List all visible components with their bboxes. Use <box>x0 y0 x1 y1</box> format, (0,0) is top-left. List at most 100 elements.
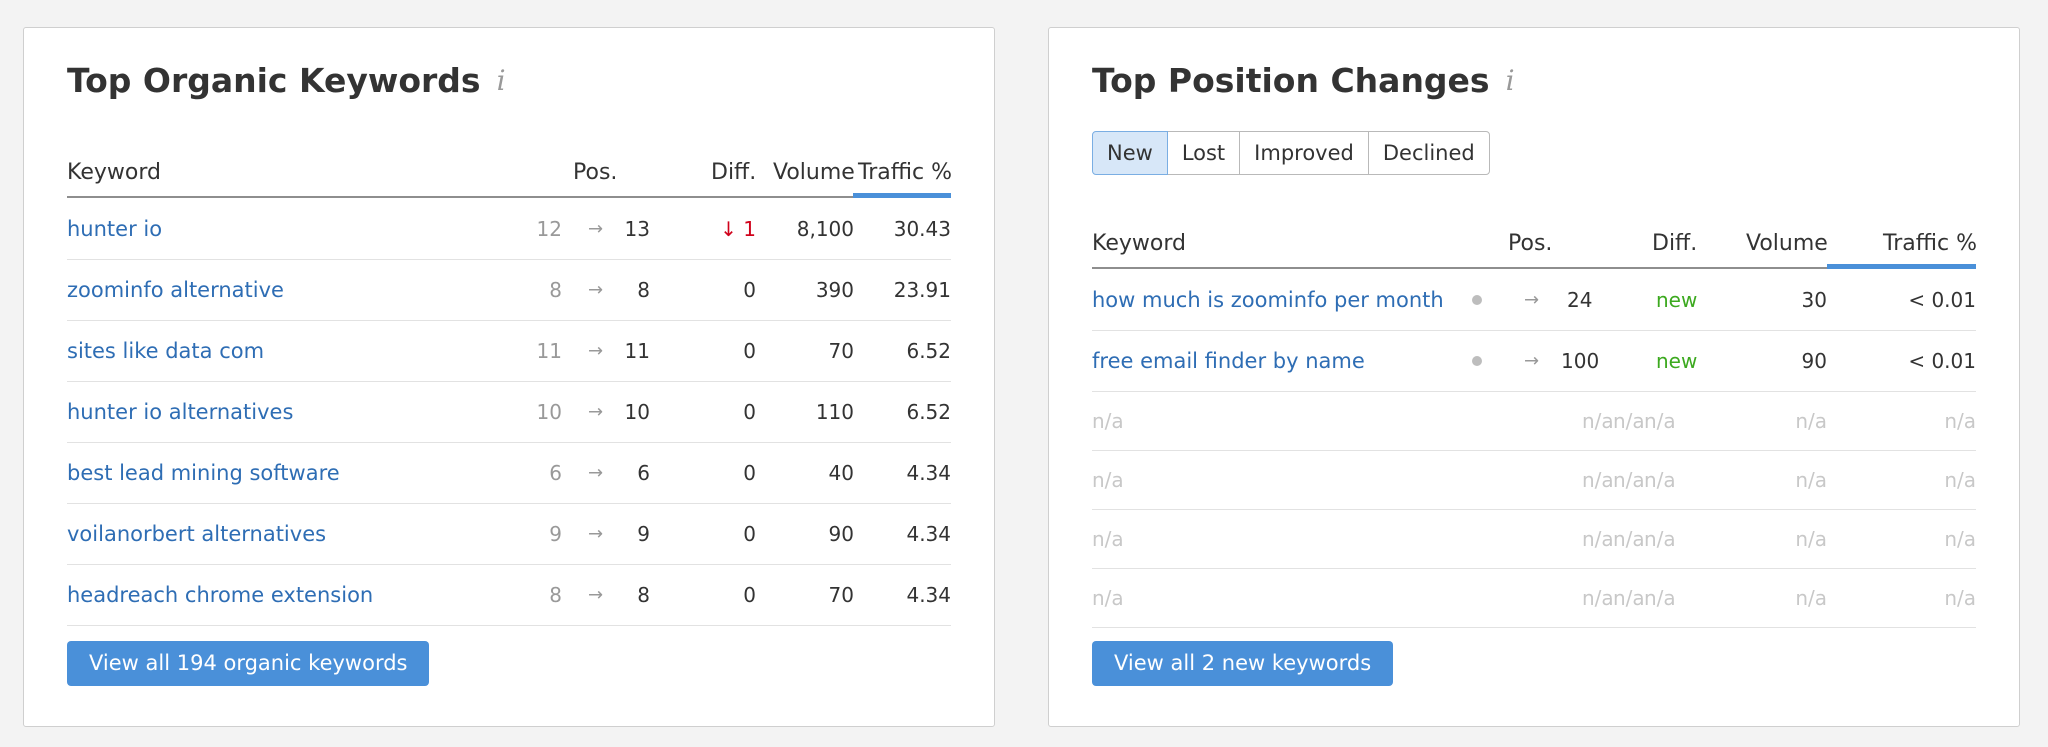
tab-improved[interactable]: Improved <box>1239 131 1369 175</box>
previous-position: 6 <box>549 461 562 485</box>
top-position-changes-card: Top Position Changes i New Lost Improved De… <box>1048 27 2020 727</box>
traffic-percent: 23.91 <box>893 278 951 302</box>
dot-icon <box>1472 356 1482 366</box>
search-volume: 40 <box>828 461 854 485</box>
table-row: headreach chrome extension 8 → 8 0 70 4.34 <box>67 565 951 626</box>
keyword-link[interactable]: hunter io <box>67 216 163 241</box>
previous-position: 9 <box>549 522 562 546</box>
table-row: hunter io 12 → 13 ↓ 1 8,100 30.43 <box>67 198 951 260</box>
search-volume: 70 <box>828 339 854 363</box>
keyword-link[interactable]: how much is zoominfo per month <box>1092 287 1444 312</box>
table-row: n/a n/a n/a n/a n/a n/a <box>1092 569 1976 628</box>
keyword-link[interactable]: sites like data com <box>67 339 265 363</box>
table-row: n/a n/a n/a n/a n/a n/a <box>1092 392 1976 451</box>
current-position: 8 <box>637 583 650 607</box>
keyword-empty: n/a <box>1092 527 1124 551</box>
arrow-right-icon: → <box>588 279 604 301</box>
table-row: zoominfo alternative 8 → 8 0 390 23.91 <box>67 260 951 321</box>
current-position: 100 <box>1561 349 1600 373</box>
tab-lost[interactable]: Lost <box>1166 131 1241 175</box>
arrow-right-icon: → <box>588 401 604 423</box>
arrow-right-icon: → <box>1524 350 1540 372</box>
table-header: Keyword Pos. Diff. Volume Traffic % <box>1092 210 1977 269</box>
keyword-link[interactable]: headreach chrome extension <box>67 583 374 607</box>
previous-position: 8 <box>549 278 562 302</box>
keyword-link[interactable]: hunter io alternatives <box>67 400 294 424</box>
col-volume[interactable]: Volume <box>773 160 855 185</box>
change-type-tabs: New Lost Improved Declined <box>1092 131 1490 175</box>
arrow-right-icon: → <box>588 218 604 239</box>
table-row: hunter io alternatives 10 → 10 0 110 6.52 <box>67 382 951 443</box>
current-position: 11 <box>624 339 650 363</box>
arrow-right-icon: → <box>588 584 604 606</box>
search-volume: 70 <box>828 583 854 607</box>
diff-empty: n/a <box>1613 527 1645 551</box>
previous-position: 10 <box>536 400 562 424</box>
position-diff: 0 <box>743 583 756 607</box>
card-title-text: Top Organic Keywords <box>67 61 481 100</box>
position-diff: 0 <box>743 522 756 546</box>
col-keyword[interactable]: Keyword <box>67 160 161 185</box>
col-traffic[interactable]: Traffic % <box>1883 231 1977 256</box>
tab-new[interactable]: New <box>1092 131 1168 175</box>
table-header: Keyword Pos. Diff. Volume Traffic % <box>67 139 952 198</box>
position-empty: n/a <box>1582 409 1614 433</box>
keyword-link[interactable]: zoominfo alternative <box>67 278 284 302</box>
col-pos[interactable]: Pos. <box>1508 231 1553 256</box>
volume-empty: n/a <box>1795 409 1827 433</box>
table-body: how much is zoominfo per month → 24 new 30 < … <box>1092 269 1976 628</box>
organic-keywords-table: Keyword Pos. Diff. Volume Traffic % hunt… <box>67 139 952 626</box>
col-diff[interactable]: Diff. <box>1652 231 1698 256</box>
col-traffic[interactable]: Traffic % <box>858 160 952 185</box>
table-row: n/a n/a n/a n/a n/a n/a <box>1092 451 1976 510</box>
position-diff: new <box>1656 287 1698 312</box>
keyword-empty: n/a <box>1092 586 1124 610</box>
col-pos[interactable]: Pos. <box>573 160 618 185</box>
change-empty: n/a <box>1644 468 1676 492</box>
col-diff[interactable]: Diff. <box>711 160 757 185</box>
traffic-percent: 30.43 <box>893 216 951 241</box>
search-volume: 90 <box>828 522 854 546</box>
position-empty: n/a <box>1582 586 1614 610</box>
keyword-empty: n/a <box>1092 468 1124 492</box>
position-diff: ↓ 1 <box>720 216 756 241</box>
col-keyword[interactable]: Keyword <box>1092 231 1186 256</box>
search-volume: 390 <box>815 278 854 302</box>
current-position: 9 <box>637 522 650 546</box>
keyword-link[interactable]: free email finder by name <box>1092 349 1365 373</box>
keyword-empty: n/a <box>1092 409 1124 433</box>
card-title-text: Top Position Changes <box>1092 61 1490 100</box>
traffic-percent: 4.34 <box>906 461 951 485</box>
position-diff: 0 <box>743 461 756 485</box>
current-position: 24 <box>1567 287 1593 312</box>
position-empty: n/a <box>1582 468 1614 492</box>
current-position: 6 <box>637 461 650 485</box>
traffic-percent: < 0.01 <box>1908 287 1976 312</box>
previous-position: 11 <box>536 339 562 363</box>
arrow-right-icon: → <box>588 462 604 484</box>
previous-position: 8 <box>549 583 562 607</box>
info-icon[interactable]: i <box>496 64 506 97</box>
current-position: 13 <box>624 216 650 241</box>
change-empty: n/a <box>1644 527 1676 551</box>
sort-indicator <box>853 193 951 198</box>
keyword-link[interactable]: best lead mining software <box>67 461 340 485</box>
search-volume: 90 <box>1801 349 1827 373</box>
view-all-new-keywords-button[interactable]: View all 2 new keywords <box>1092 641 1394 686</box>
change-empty: n/a <box>1644 409 1676 433</box>
diff-empty: n/a <box>1613 586 1645 610</box>
keyword-link[interactable]: voilanorbert alternatives <box>67 522 327 546</box>
position-diff: 0 <box>743 400 756 424</box>
table-row: sites like data com 11 → 11 0 70 6.52 <box>67 321 951 382</box>
traffic-percent: 6.52 <box>906 339 951 363</box>
info-icon[interactable]: i <box>1505 64 1515 97</box>
tab-declined[interactable]: Declined <box>1367 131 1490 175</box>
position-diff: 0 <box>743 278 756 302</box>
current-position: 10 <box>624 400 650 424</box>
diff-empty: n/a <box>1613 468 1645 492</box>
previous-position: 12 <box>536 216 562 241</box>
col-volume[interactable]: Volume <box>1746 231 1828 256</box>
table-row: best lead mining software 6 → 6 0 40 4.34 <box>67 443 951 504</box>
view-all-organic-keywords-button[interactable]: View all 194 organic keywords <box>67 641 430 686</box>
volume-empty: n/a <box>1795 468 1827 492</box>
